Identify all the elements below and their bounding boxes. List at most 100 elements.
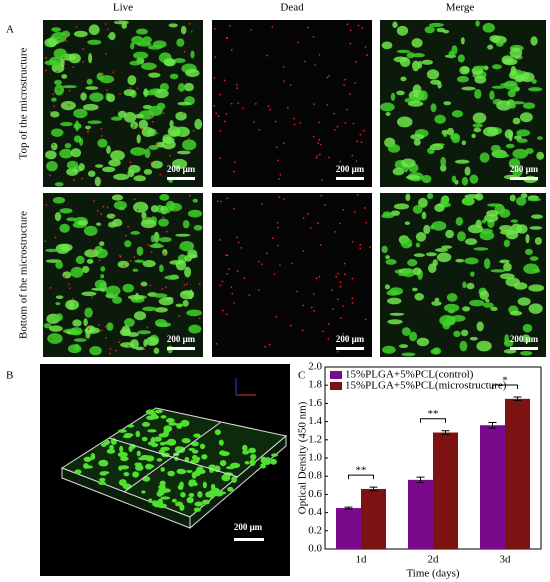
error-bar bbox=[344, 506, 353, 510]
dead-cell bbox=[339, 285, 342, 288]
cell bbox=[441, 129, 449, 135]
dead-cell bbox=[261, 202, 263, 205]
dead-cell bbox=[318, 153, 321, 156]
cell bbox=[197, 491, 203, 498]
dead-cell bbox=[333, 128, 336, 131]
dead-cell bbox=[312, 293, 315, 295]
cell bbox=[190, 50, 195, 59]
dead-cell bbox=[275, 315, 278, 318]
dead-cell bbox=[219, 129, 222, 132]
dead-cell bbox=[342, 208, 345, 211]
dead-cell bbox=[101, 74, 104, 77]
cell bbox=[130, 147, 146, 156]
dead-cell bbox=[68, 287, 71, 290]
dead-cell bbox=[155, 143, 158, 146]
cell bbox=[476, 340, 492, 352]
dead-cell bbox=[52, 144, 55, 146]
cell bbox=[214, 492, 223, 497]
cell bbox=[158, 449, 166, 454]
cell bbox=[406, 52, 415, 59]
dead-cell bbox=[183, 50, 186, 53]
dead-cell bbox=[109, 352, 111, 355]
cell bbox=[471, 133, 476, 139]
dead-cell bbox=[82, 48, 84, 50]
dead-cell bbox=[353, 211, 356, 214]
cell bbox=[158, 484, 166, 490]
column-label: Live bbox=[113, 2, 133, 14]
bar bbox=[408, 479, 433, 549]
dead-cell bbox=[231, 292, 234, 295]
column-label: Merge bbox=[446, 2, 475, 14]
dead-cell bbox=[299, 122, 302, 124]
cell bbox=[168, 23, 178, 28]
cell bbox=[118, 206, 125, 211]
cell bbox=[169, 73, 179, 80]
dead-cell bbox=[45, 204, 48, 206]
cell bbox=[494, 153, 510, 159]
cell bbox=[138, 119, 149, 130]
cell bbox=[423, 224, 431, 235]
cell bbox=[214, 429, 221, 436]
cell bbox=[99, 75, 115, 84]
cell bbox=[163, 447, 168, 451]
error-bar bbox=[441, 430, 450, 435]
dead-cell bbox=[56, 70, 59, 73]
dead-cell bbox=[133, 256, 136, 259]
cell bbox=[461, 86, 476, 91]
cell bbox=[113, 173, 130, 181]
cell bbox=[498, 208, 511, 218]
cell bbox=[536, 151, 545, 160]
cell bbox=[169, 119, 174, 128]
dead-cell bbox=[91, 249, 94, 252]
y-tick-label: 1.2 bbox=[308, 433, 322, 445]
cell bbox=[454, 159, 470, 164]
cell bbox=[121, 22, 127, 29]
cell bbox=[66, 160, 79, 170]
dead-cell bbox=[100, 127, 103, 130]
cell bbox=[55, 301, 61, 306]
cell bbox=[464, 197, 474, 206]
cell bbox=[60, 121, 73, 127]
cell bbox=[464, 238, 478, 246]
error-bar bbox=[369, 486, 378, 492]
cell bbox=[154, 409, 163, 414]
dead-cell bbox=[188, 22, 191, 25]
cell bbox=[221, 474, 231, 482]
dead-cell bbox=[240, 246, 243, 249]
cell bbox=[250, 454, 257, 460]
cell bbox=[102, 166, 116, 173]
cell bbox=[106, 145, 111, 155]
dead-cell bbox=[49, 286, 52, 289]
dead-cell bbox=[130, 164, 132, 167]
dead-cell bbox=[198, 317, 201, 320]
dead-cell bbox=[321, 330, 324, 333]
cell bbox=[150, 160, 163, 169]
dead-cell bbox=[339, 281, 342, 284]
cell bbox=[270, 458, 277, 465]
dead-cell bbox=[237, 102, 240, 105]
cell bbox=[160, 467, 166, 472]
dead-cell bbox=[105, 336, 107, 339]
cell bbox=[509, 194, 516, 202]
cell bbox=[187, 209, 203, 218]
cell bbox=[158, 218, 169, 227]
dead-cell bbox=[276, 221, 279, 224]
dead-cell bbox=[113, 292, 116, 295]
dead-cell bbox=[296, 290, 298, 293]
dead-cell bbox=[198, 283, 201, 286]
cell bbox=[503, 340, 514, 347]
cell bbox=[512, 117, 521, 125]
cell bbox=[428, 263, 437, 274]
cell bbox=[436, 252, 452, 263]
cell bbox=[94, 279, 107, 289]
cell bbox=[106, 322, 114, 331]
dead-cell bbox=[318, 121, 320, 124]
cell bbox=[112, 296, 123, 304]
panel-label: C bbox=[298, 370, 305, 382]
cell bbox=[136, 134, 141, 144]
cell bbox=[490, 306, 498, 312]
cell bbox=[413, 253, 425, 258]
cell bbox=[126, 424, 135, 428]
dead-cell bbox=[72, 66, 75, 69]
error-bar bbox=[416, 476, 425, 484]
